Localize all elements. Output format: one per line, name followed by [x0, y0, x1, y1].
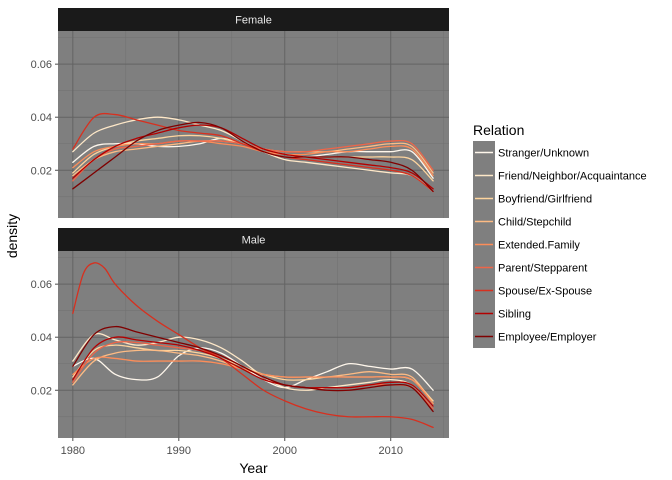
legend-label-parent-stepparent: Parent/Stepparent: [498, 263, 587, 275]
y-tick-label: 0.04: [31, 332, 52, 344]
y-tick-label: 0.02: [31, 165, 52, 177]
panels-layer: Female 0.02 0.04 0.06 Male 0.02 0.04 0.06: [31, 8, 449, 438]
line-male-employee-employer: [72, 325, 434, 413]
plot-background-female: [58, 31, 449, 218]
x-axis-title: Year: [239, 460, 268, 476]
x-tick-label: 1980: [61, 445, 85, 457]
legend-label-sibling: Sibling: [498, 309, 531, 321]
line-female-spouse-ex-spouse: [72, 112, 434, 193]
line-male-friend-neighbor-acquaintance: [72, 332, 434, 407]
line-male-sibling: [72, 336, 434, 407]
legend-label-stranger-unknown: Stranger/Unknown: [498, 148, 589, 160]
series-lines-female: [72, 112, 434, 193]
legend-label-spouse-ex-spouse: Spouse/Ex-Spouse: [498, 286, 592, 298]
strip-label-male: Male: [242, 235, 266, 247]
y-axis-title: density: [4, 214, 20, 258]
plot-background-male: [58, 251, 449, 438]
line-female-employee-employer: [72, 121, 434, 193]
legend-label-employee-employer: Employee/Employer: [498, 332, 597, 344]
legend-title: Relation: [473, 122, 524, 138]
panel-female: Female 0.02 0.04 0.06: [31, 8, 449, 218]
y-tick-label: 0.02: [31, 385, 52, 397]
line-female-extended-family: [72, 140, 434, 177]
y-tick-label: 0.04: [31, 112, 52, 124]
legend-label-child-stepchild: Child/Stepchild: [498, 217, 571, 229]
x-tick-label: 1990: [167, 445, 191, 457]
legend-label-friend-neighbor-acquaintance: Friend/Neighbor/Acquaintance: [498, 171, 647, 183]
line-male-stranger-unknown: [72, 347, 434, 391]
line-female-sibling: [72, 124, 434, 190]
x-axis: 1980 1990 2000 2010: [61, 438, 403, 457]
y-tick-label: 0.06: [31, 59, 52, 71]
y-tick-label: 0.06: [31, 279, 52, 291]
series-lines-male: [72, 262, 434, 429]
strip-label-female: Female: [235, 15, 272, 27]
x-tick-label: 2010: [378, 445, 402, 457]
legend-label-extended-family: Extended.Family: [498, 240, 580, 252]
panel-male: Male 0.02 0.04 0.06: [31, 228, 449, 438]
x-tick-label: 2000: [273, 445, 297, 457]
line-male-spouse-ex-spouse: [72, 262, 434, 429]
legend: Relation Stranger/Unknown Friend/Neighbor…: [473, 122, 647, 348]
strip-female: [58, 8, 449, 31]
strip-male: [58, 228, 449, 251]
legend-label-boyfriend-girlfriend: Boyfriend/Girlfriend: [498, 194, 592, 206]
